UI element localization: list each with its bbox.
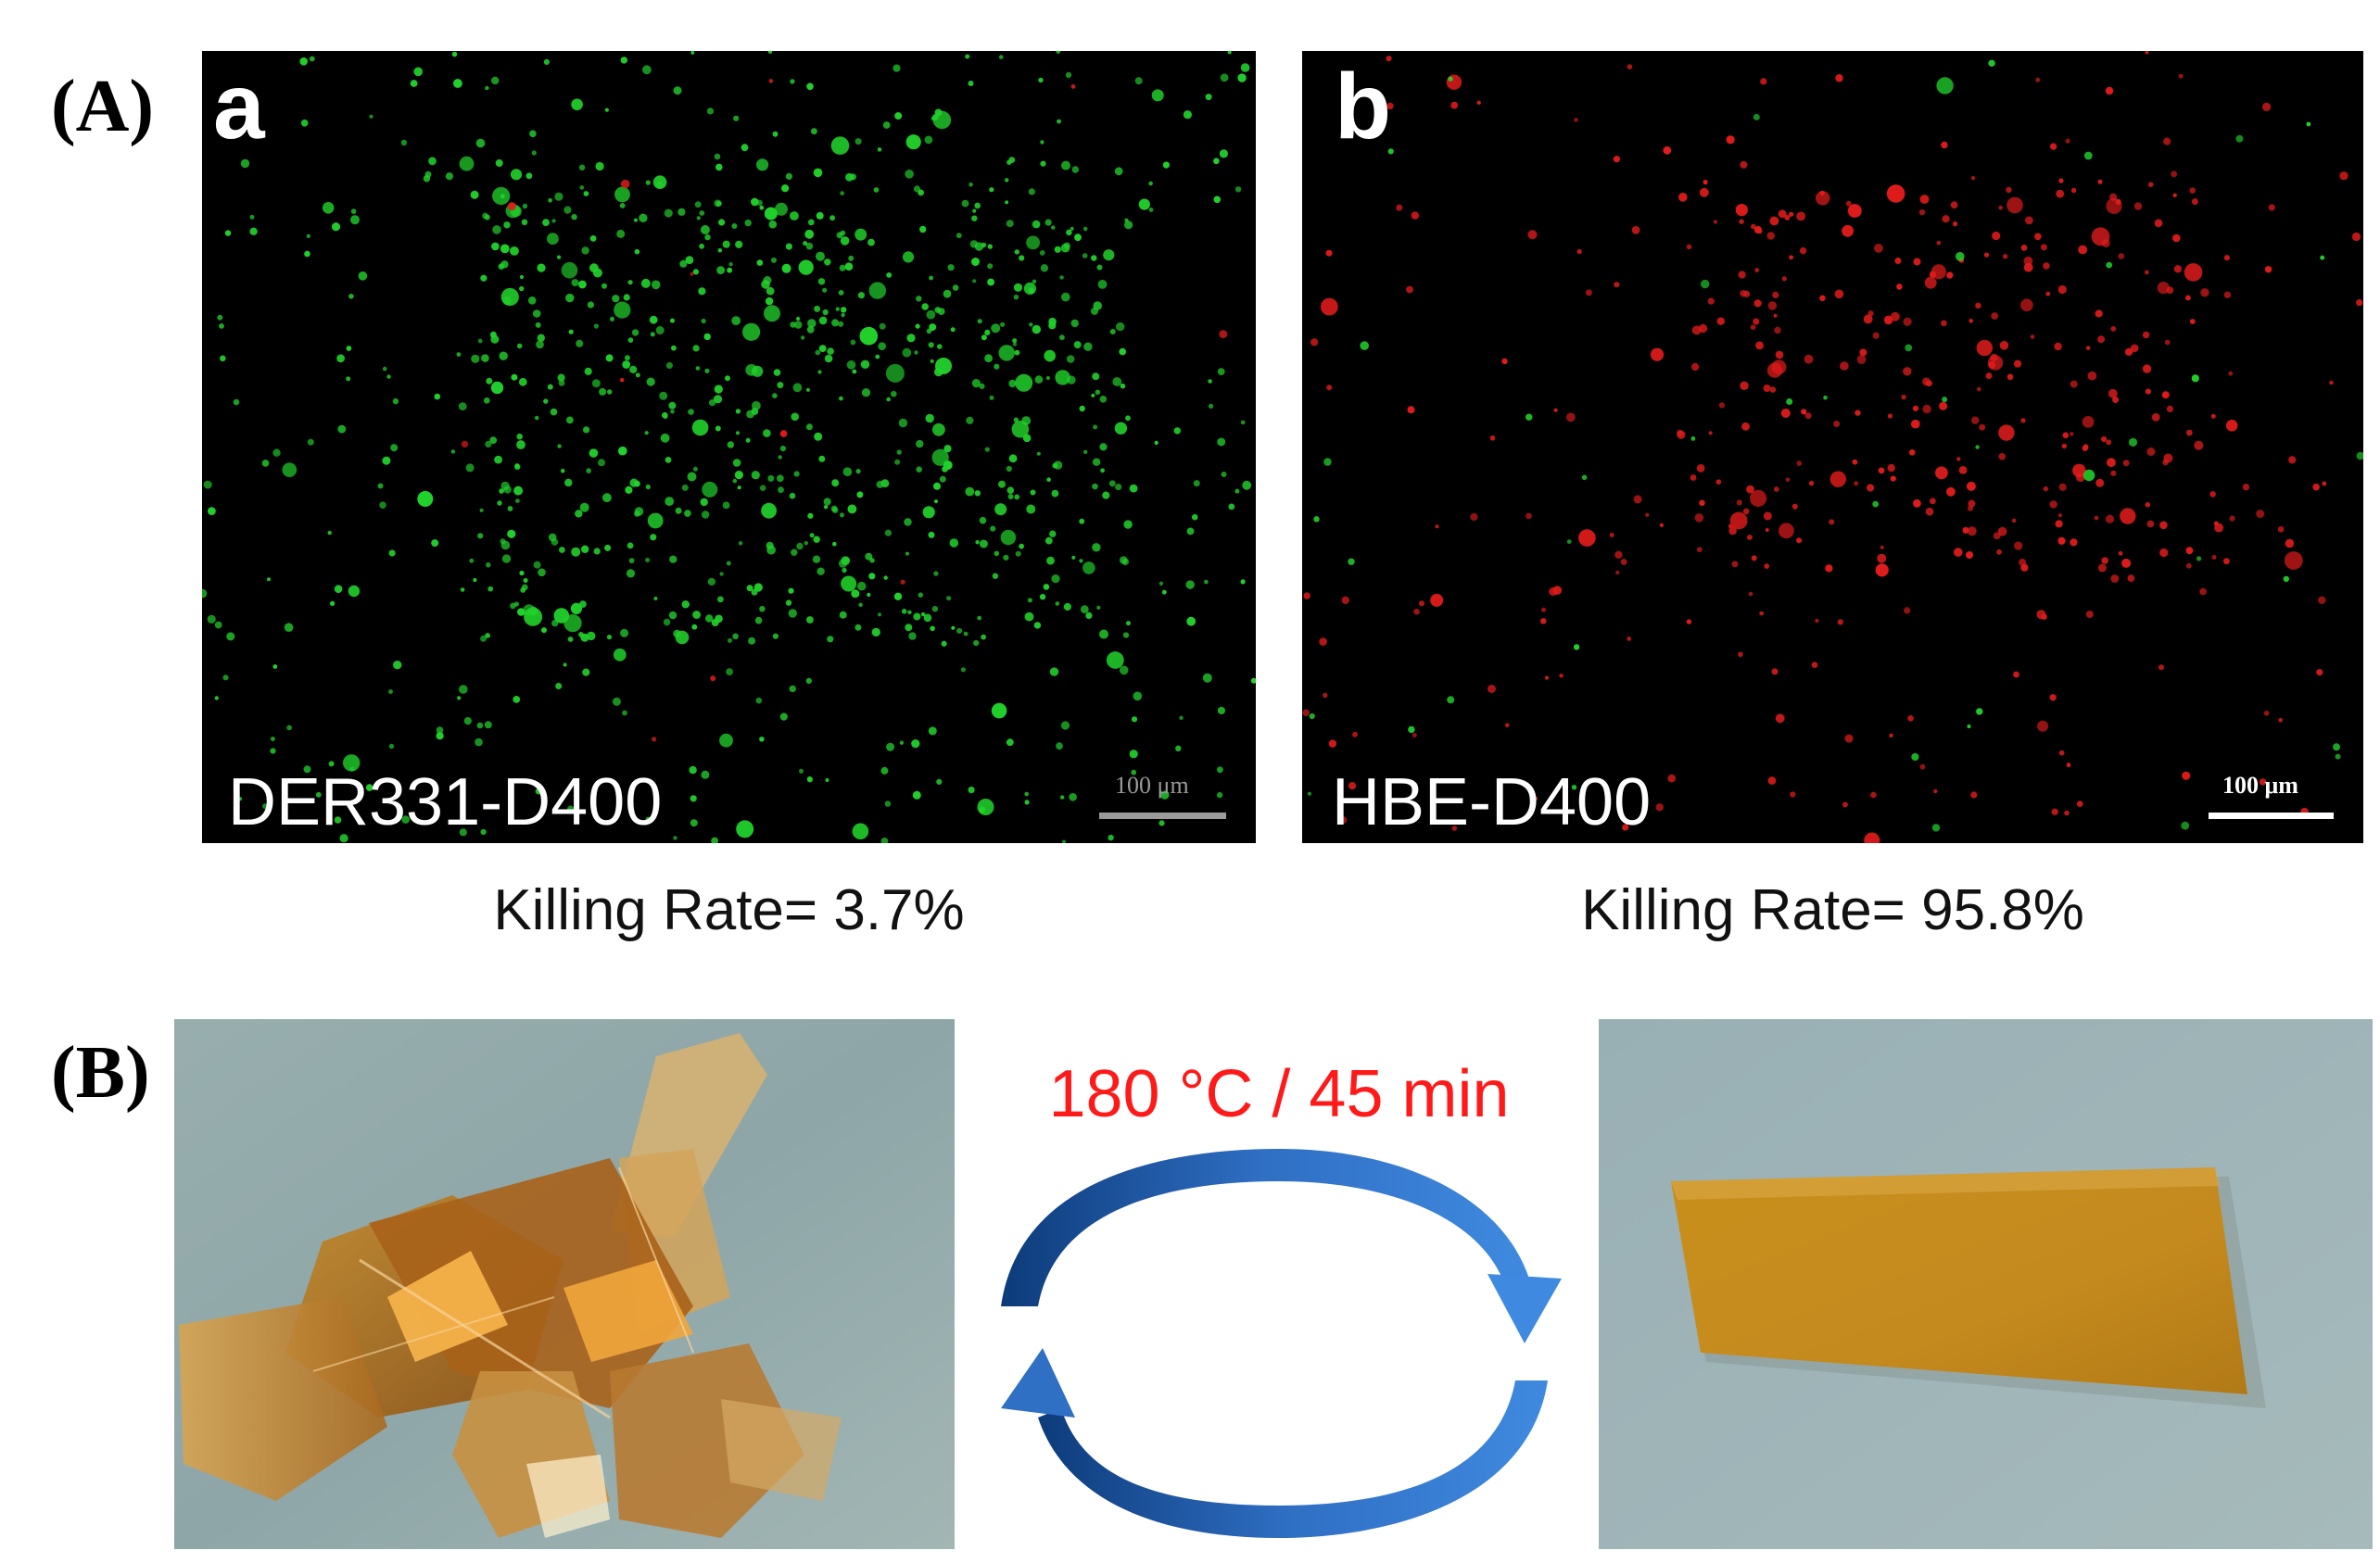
bottom-arc-arrow-body (1038, 1380, 1548, 1538)
micrograph-b-letter: b (1335, 55, 1392, 158)
top-arc-arrow-body (1001, 1149, 1529, 1306)
killing-rate-a: Killing Rate= 3.7% (493, 878, 965, 942)
reprocessed-film-photo (1599, 1019, 2373, 1549)
micrograph-b: b HBE-D400 100 μm (1302, 51, 2363, 843)
reprocessed-film-photo-image (1599, 1019, 2373, 1549)
bottom-arrow-head (1001, 1348, 1075, 1418)
fragments-photo (174, 1019, 955, 1549)
micrograph-a-letter: a (213, 55, 265, 158)
micrograph-b-dots (1302, 51, 2363, 843)
killing-rate-b: Killing Rate= 95.8% (1581, 878, 2084, 942)
recycling-condition: 180 °C / 45 min (1048, 1057, 1510, 1131)
panel-b-label: (B) (51, 1032, 150, 1114)
micrograph-a: a DER331-D400 100 μm (202, 51, 1256, 843)
recycling-arrows (1001, 1149, 1562, 1538)
micrograph-a-scale-label: 100 μm (1115, 772, 1189, 799)
micrograph-a-dots (202, 51, 1256, 843)
micrograph-b-sample-name: HBE-D400 (1332, 765, 1652, 839)
fragments-photo-image (174, 1019, 955, 1549)
top-arrow-head (1488, 1274, 1562, 1343)
micrograph-a-scale-bar (1099, 813, 1226, 819)
micrograph-a-sample-name: DER331-D400 (228, 765, 663, 839)
micrograph-b-scale-label: 100 μm (2222, 772, 2298, 799)
panel-a-label: (A) (51, 66, 155, 147)
micrograph-b-scale-bar (2209, 813, 2334, 819)
